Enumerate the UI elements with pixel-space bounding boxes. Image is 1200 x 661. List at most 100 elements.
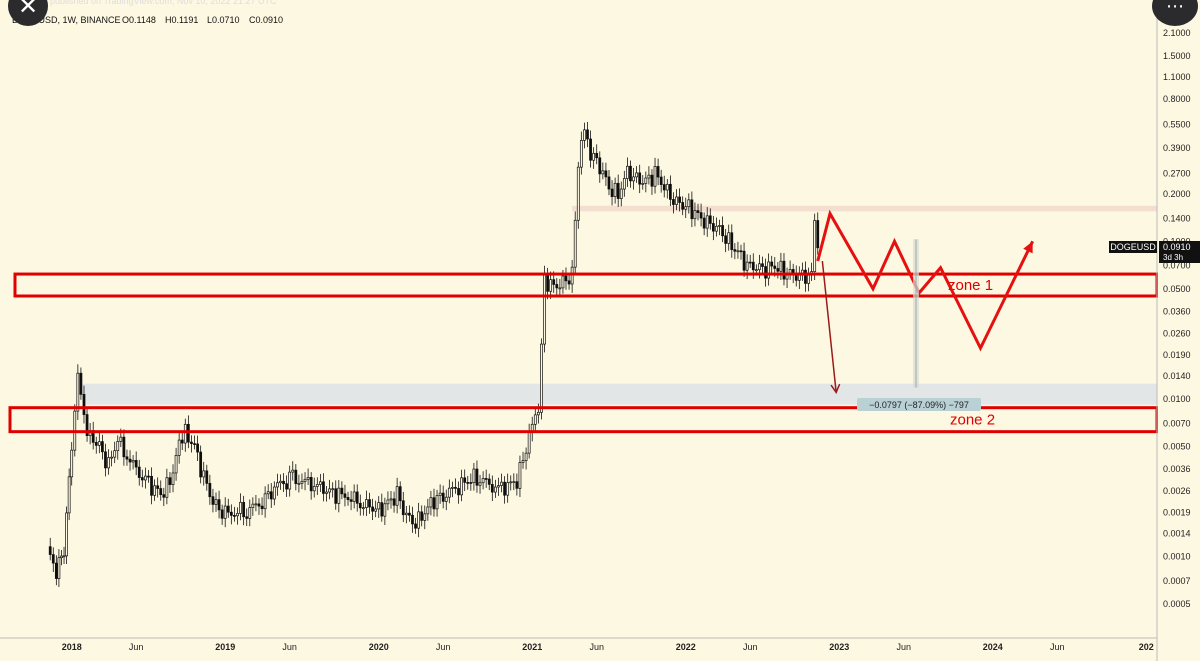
candle-body [199, 451, 203, 478]
candle-body [226, 505, 230, 513]
candle-body [104, 451, 107, 469]
zone-2-label: zone 2 [950, 412, 995, 429]
projection-arrowhead [1023, 241, 1033, 254]
y-tick-label: 0.2000 [1163, 189, 1191, 199]
candle-body [315, 484, 319, 487]
candle-body [177, 439, 181, 456]
candle-body [601, 170, 605, 175]
candle-body [549, 279, 553, 292]
candle-body [309, 477, 313, 492]
candle-body [303, 478, 307, 482]
y-tick-label: 0.0190 [1163, 350, 1191, 360]
y-tick-label: 0.0050 [1163, 441, 1191, 451]
candle-body [592, 152, 596, 161]
candle-body [457, 488, 460, 496]
candle-body [748, 261, 752, 264]
candle-body [101, 441, 104, 453]
candle-body [540, 343, 543, 413]
candle-body [208, 483, 212, 498]
candle-body [269, 491, 273, 500]
candle-body [478, 482, 482, 486]
candle-body [730, 232, 734, 250]
measure-label-group: −0.0797 (−87.09%) −797 [857, 398, 981, 411]
band-0 [82, 383, 1157, 405]
candle-body [380, 502, 384, 517]
candle-body [622, 178, 626, 190]
candle-body [816, 220, 820, 249]
measure-label-bg [857, 398, 981, 411]
candle-body [586, 129, 589, 140]
candle-body [150, 475, 153, 496]
candle-body [629, 165, 632, 182]
candle-body [171, 472, 175, 485]
candle-body [325, 491, 328, 494]
candle-body [153, 485, 156, 496]
candle-body [758, 263, 761, 271]
candle-body [190, 441, 193, 444]
candle-body [57, 557, 61, 579]
candle-body [300, 480, 304, 484]
candle-body [669, 183, 672, 200]
candle-body [515, 481, 519, 489]
x-tick-label: 202 [1139, 642, 1154, 652]
candle-body [134, 460, 138, 468]
candle-body [432, 497, 436, 510]
candle-body [724, 235, 728, 244]
candle-body [297, 482, 301, 485]
candle-body [460, 477, 463, 496]
candle-body [659, 176, 663, 185]
candle-body [352, 491, 356, 502]
candle-body [137, 466, 141, 478]
candle-body [107, 457, 110, 469]
candle-body [76, 372, 80, 412]
candle-body [355, 491, 359, 504]
candle-body [202, 470, 206, 478]
candle-body [576, 166, 580, 221]
candle-body [156, 485, 160, 489]
y-tick-label: 0.0100 [1163, 394, 1191, 404]
candle-body [272, 486, 276, 500]
candle-body [279, 480, 282, 484]
x-tick-label: Jun [1050, 642, 1065, 652]
candle-body [404, 512, 408, 516]
candle-body [490, 484, 494, 493]
candle-body [644, 177, 648, 184]
candle-body [110, 456, 113, 459]
candle-body [365, 499, 368, 508]
candle-body [223, 505, 227, 519]
candle-body [236, 513, 239, 517]
candle-body [564, 275, 568, 282]
candle-body [613, 182, 617, 197]
candle-body [481, 478, 485, 484]
candle-body [647, 174, 651, 179]
candle-body [751, 261, 755, 271]
candle-body [687, 199, 691, 208]
candle-body [420, 511, 424, 521]
candle-body [635, 172, 638, 178]
candle-body [140, 477, 144, 481]
candle-body [776, 268, 780, 272]
candle-body [128, 458, 132, 463]
candle-body [447, 487, 451, 498]
candle-body [374, 508, 378, 512]
y-tick-label: 0.0026 [1163, 486, 1191, 496]
y-tick-label: 0.0260 [1163, 329, 1191, 339]
x-tick-label: 2024 [983, 642, 1003, 652]
candle-body [632, 176, 635, 182]
candle-body [770, 261, 774, 267]
candle-body [229, 511, 233, 516]
candle-body [62, 555, 66, 558]
candle-body [736, 250, 740, 253]
candle-body [257, 503, 261, 507]
candle-body [742, 250, 746, 271]
x-tick-label: Jun [129, 642, 144, 652]
candle-body [555, 284, 559, 289]
candle-body [260, 505, 264, 510]
candle-body [521, 460, 525, 463]
candle-body [319, 481, 322, 485]
y-tick-label: 0.8000 [1163, 94, 1191, 104]
candle-body [312, 486, 316, 492]
candle-body [678, 196, 681, 203]
